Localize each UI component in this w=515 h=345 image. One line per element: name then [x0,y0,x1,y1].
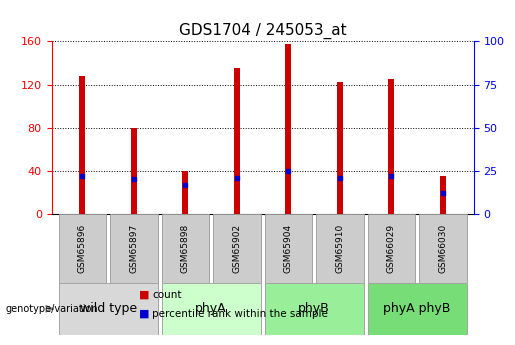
Bar [368,214,415,283]
Bar [419,214,467,283]
Point [387,173,396,179]
Bar [440,176,446,214]
Point [284,168,293,174]
Point [439,190,447,196]
Point [336,175,344,180]
Bar [182,171,188,214]
Bar [265,283,364,335]
Text: genotype/variation: genotype/variation [5,304,98,314]
Text: GSM65898: GSM65898 [181,224,190,273]
Bar [265,214,312,283]
Bar [388,79,394,214]
Bar [337,82,343,214]
Bar [368,283,467,335]
Bar [79,76,85,214]
Text: wild type: wild type [80,302,136,315]
Text: GSM65897: GSM65897 [129,224,139,273]
Text: GSM65904: GSM65904 [284,224,293,273]
Bar [59,214,106,283]
Text: phyB: phyB [298,302,330,315]
Bar [162,214,209,283]
Text: GSM65902: GSM65902 [232,224,242,273]
Bar [316,214,364,283]
Text: GSM66029: GSM66029 [387,224,396,273]
Bar [59,283,158,335]
Text: percentile rank within the sample: percentile rank within the sample [152,309,328,319]
Bar [110,214,158,283]
Point [130,177,138,182]
Text: GSM65910: GSM65910 [335,224,345,273]
Point [233,175,241,180]
Text: GSM66030: GSM66030 [438,224,448,273]
Bar [131,128,137,214]
Point [78,173,87,179]
Text: ■: ■ [139,309,149,319]
Text: ■: ■ [139,290,149,300]
Title: GDS1704 / 245053_at: GDS1704 / 245053_at [179,22,347,39]
Point [181,182,190,187]
Bar [213,214,261,283]
Bar [285,43,291,214]
Text: phyA: phyA [195,302,227,315]
Bar [162,283,261,335]
Bar [234,68,240,214]
Text: GSM65896: GSM65896 [78,224,87,273]
Text: phyA phyB: phyA phyB [384,302,451,315]
Text: count: count [152,290,181,300]
